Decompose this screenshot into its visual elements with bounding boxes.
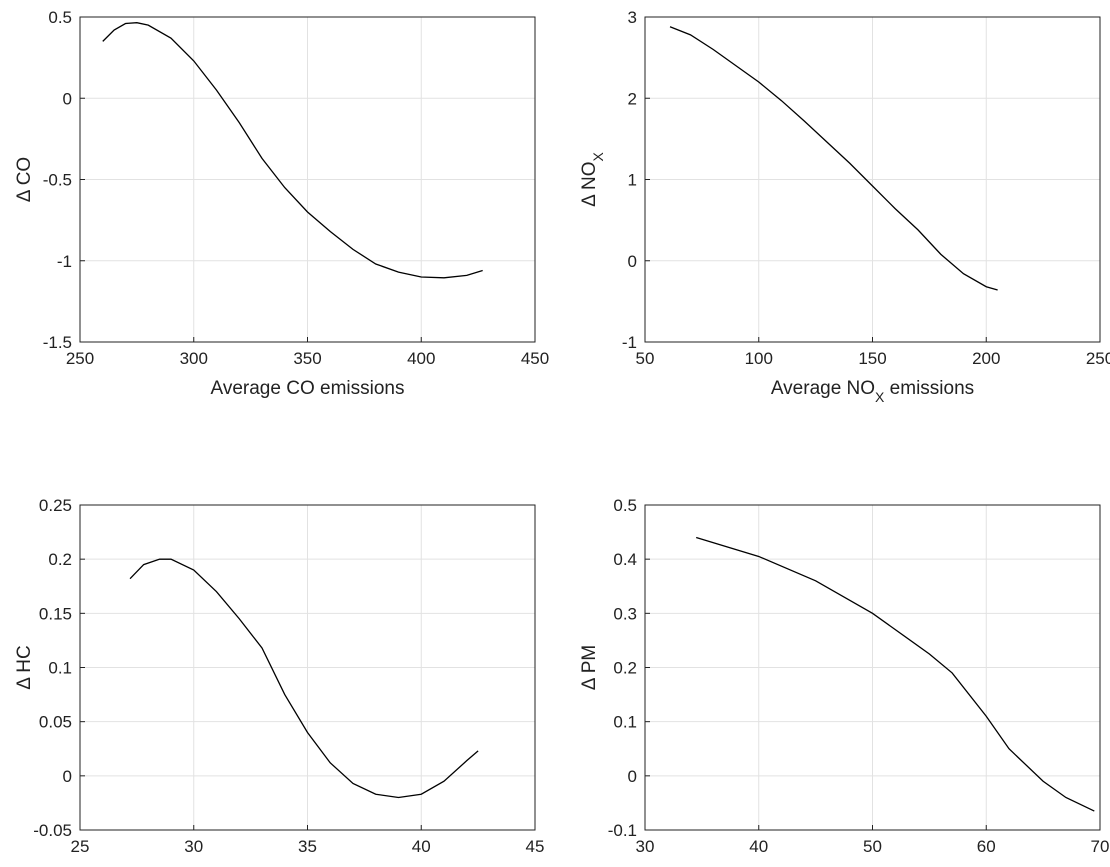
axes-box (644, 504, 1101, 831)
y-axis-label: Δ HC (14, 645, 35, 689)
y-axis-label: Δ CO (14, 157, 35, 202)
axes-box (644, 16, 1101, 343)
data-line (102, 22, 483, 279)
x-tick-label: 40 (749, 837, 768, 856)
y-tick-label: -0.5 (43, 171, 72, 190)
x-tick-label: 45 (526, 837, 545, 856)
y-tick-label: -1.5 (43, 333, 72, 352)
x-tick-label: 250 (1086, 349, 1110, 368)
subscript: X (590, 151, 606, 161)
x-tick-label: 50 (863, 837, 882, 856)
x-tick-label: 30 (636, 837, 655, 856)
data-line (129, 558, 479, 799)
data-line (696, 536, 1095, 812)
y-tick-label: 0.2 (48, 550, 72, 569)
data-line (669, 26, 998, 291)
y-tick-label: 0.1 (48, 659, 72, 678)
y-tick-label: 0 (63, 89, 72, 108)
x-tick-label: 70 (1091, 837, 1110, 856)
y-axis-label: Δ NOX (579, 151, 606, 206)
y-tick-label: 0.05 (39, 713, 72, 732)
y-tick-label: 0.2 (613, 659, 637, 678)
axes-box (79, 504, 536, 831)
x-tick-label: 50 (636, 349, 655, 368)
y-tick-label: 3 (628, 8, 637, 27)
x-tick-label: 25 (71, 837, 90, 856)
y-tick-label: -0.05 (33, 821, 72, 840)
x-axis-label: Average CO emissions (211, 378, 405, 399)
x-tick-label: 250 (66, 349, 94, 368)
x-tick-label: 35 (298, 837, 317, 856)
y-tick-label: -0.1 (608, 821, 637, 840)
x-tick-label: 200 (972, 349, 1000, 368)
y-tick-label: 0.5 (48, 8, 72, 27)
y-tick-label: 0 (628, 767, 637, 786)
x-axis-label: Average NOX emissions (771, 378, 974, 405)
x-tick-label: 350 (293, 349, 321, 368)
subscript: X (875, 389, 885, 405)
y-tick-label: 2 (628, 89, 637, 108)
x-tick-label: 300 (180, 349, 208, 368)
y-tick-label: 1 (628, 171, 637, 190)
y-tick-label: 0.1 (613, 713, 637, 732)
axes-box (79, 16, 536, 343)
x-tick-label: 150 (858, 349, 886, 368)
label-part: Δ NO (579, 161, 600, 206)
label-part: Average NO (771, 378, 875, 399)
y-tick-label: 0 (63, 767, 72, 786)
y-tick-label: 0.3 (613, 604, 637, 623)
x-tick-label: 30 (184, 837, 203, 856)
y-tick-label: 0.4 (613, 550, 637, 569)
y-tick-label: 0.25 (39, 496, 72, 515)
y-tick-label: -1 (57, 252, 72, 271)
y-tick-label: -1 (622, 333, 637, 352)
x-tick-label: 40 (412, 837, 431, 856)
x-tick-label: 100 (745, 349, 773, 368)
y-tick-label: 0.5 (613, 496, 637, 515)
y-axis-label: Δ PM (579, 645, 600, 690)
y-tick-label: 0.15 (39, 604, 72, 623)
x-tick-label: 400 (407, 349, 435, 368)
label-part: emissions (884, 378, 974, 399)
x-tick-label: 450 (521, 349, 549, 368)
y-tick-label: 0 (628, 252, 637, 271)
x-tick-label: 60 (977, 837, 996, 856)
